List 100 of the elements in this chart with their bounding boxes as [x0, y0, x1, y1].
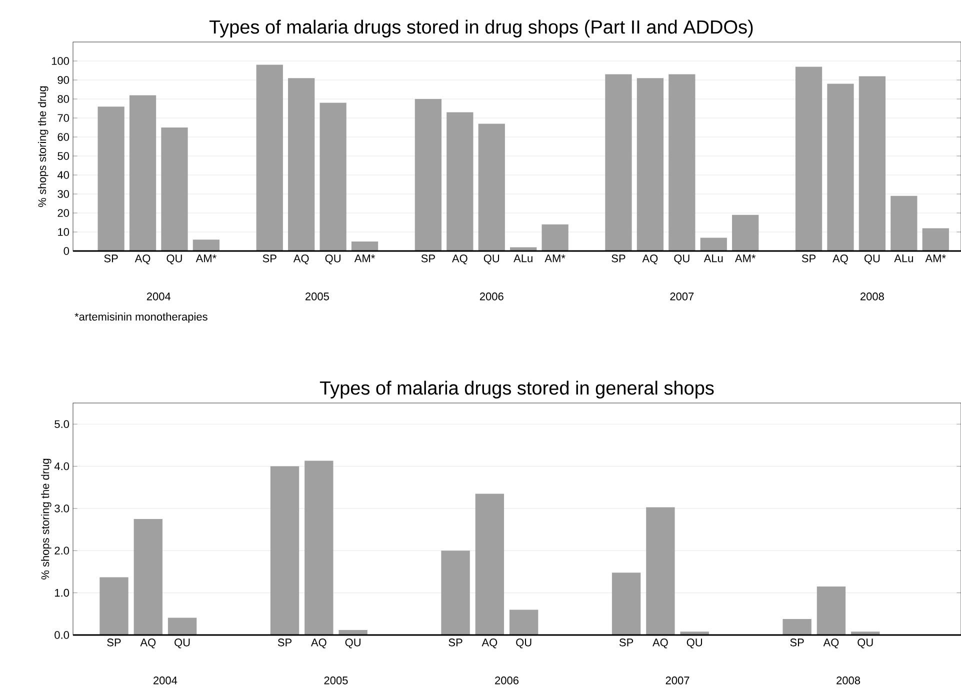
bar: [446, 112, 474, 251]
y-tick-label: 100: [52, 57, 70, 65]
x-tick-label: ALu: [894, 254, 913, 262]
chart-title: Types of malaria drugs stored in general shops: [320, 380, 714, 398]
bar: [827, 84, 854, 251]
x-tick-label: SP: [107, 638, 121, 646]
y-tick-label: 30: [58, 190, 70, 198]
x-tick-label: AQ: [134, 254, 150, 264]
y-tick-label: 90: [58, 76, 70, 84]
text: 2008: [860, 292, 884, 300]
x-tick-label: AQ: [310, 638, 326, 648]
bar: [288, 78, 315, 251]
x-tick-label: QU: [166, 254, 182, 264]
bar: [441, 550, 470, 635]
y-tick-label: 80: [58, 95, 70, 103]
bar: [320, 102, 346, 251]
x-tick-label: SP: [790, 638, 804, 646]
bar: [98, 106, 124, 251]
bar: [129, 95, 156, 251]
text: *artemisinin monotherapies: [74, 312, 208, 323]
text: 2006: [495, 676, 518, 684]
x-tick-label: SP: [448, 638, 462, 646]
y-tick-label: 4.0: [54, 462, 70, 470]
y-tick-label: 0.0: [54, 631, 70, 639]
bar: [542, 224, 568, 251]
y-tick-label: 50: [58, 152, 70, 160]
bar: [612, 572, 641, 635]
bar: [782, 618, 812, 635]
bar: [509, 610, 538, 635]
bar: [795, 66, 822, 251]
x-tick-label: QU: [484, 254, 500, 264]
bar: [478, 124, 505, 251]
x-tick-label: SP: [421, 254, 435, 262]
y-tick-label: 60: [58, 133, 70, 141]
bar: [475, 494, 504, 635]
x-tick-label: QU: [864, 254, 880, 264]
x-tick-label: SP: [262, 254, 276, 262]
bar: [605, 74, 632, 251]
x-tick-label: QU: [325, 254, 340, 264]
bar: [161, 127, 188, 251]
y-axis-title: % shops storing the drug: [38, 86, 48, 207]
bar: [256, 64, 283, 251]
y-tick-label: 70: [58, 114, 70, 122]
x-tick-label: AQ: [452, 254, 468, 264]
text: 2006: [480, 292, 504, 300]
bar: [668, 74, 696, 251]
y-tick-label: 1.0: [55, 588, 70, 597]
bar: [858, 76, 886, 251]
bar: [636, 78, 664, 251]
bar: [700, 238, 727, 251]
bar: [414, 98, 442, 251]
x-tick-label: SP: [802, 254, 816, 262]
bar: [304, 460, 334, 635]
x-tick-label: SP: [278, 638, 292, 646]
text: 2008: [836, 676, 860, 684]
y-axis-title: % shops storing the drug: [41, 458, 52, 580]
bar: [816, 586, 846, 635]
x-tick-label: AQ: [823, 638, 839, 648]
x-tick-label: ALu: [704, 254, 723, 262]
text: 2007: [666, 676, 690, 684]
x-tick-label: AQ: [293, 254, 309, 264]
y-tick-label: 3.0: [54, 504, 70, 512]
text: 2004: [146, 292, 171, 300]
x-tick-label: AM*: [544, 254, 566, 262]
x-tick-label: QU: [174, 638, 190, 648]
x-tick-label: QU: [516, 638, 532, 648]
text: 2005: [324, 676, 348, 684]
y-tick-label: 40: [57, 171, 70, 179]
chart-title: Types of malaria drugs stored in drug shops (Part II and ADDOs): [209, 20, 753, 38]
y-tick-label: 0: [64, 247, 70, 255]
x-tick-label: QU: [686, 638, 702, 648]
y-tick-label: 20: [58, 209, 70, 217]
x-tick-label: AQ: [832, 254, 848, 264]
bar: [922, 228, 949, 251]
x-tick-label: AQ: [642, 254, 658, 264]
x-tick-label: QU: [345, 638, 360, 648]
x-tick-label: QU: [858, 638, 873, 648]
y-tick-label: 10: [58, 228, 70, 236]
bar: [270, 466, 300, 635]
x-tick-label: QU: [674, 254, 690, 264]
x-tick-label: ALu: [514, 254, 532, 262]
x-tick-label: AM*: [354, 254, 375, 262]
text: 2005: [306, 292, 329, 300]
bar: [646, 507, 675, 635]
bar: [890, 196, 918, 251]
x-tick-label: AM*: [196, 254, 216, 262]
text: 2007: [670, 292, 694, 300]
bar: [100, 577, 128, 635]
x-tick-label: AM*: [925, 254, 946, 262]
bar: [192, 240, 220, 251]
x-tick-label: SP: [619, 638, 634, 646]
x-tick-label: SP: [104, 254, 118, 262]
x-tick-label: AQ: [140, 638, 156, 648]
y-tick-label: 5.0: [54, 420, 70, 428]
bar: [168, 618, 197, 635]
bar: [732, 214, 759, 251]
y-tick-label: 2.0: [54, 546, 70, 555]
x-tick-label: AQ: [482, 638, 498, 648]
text: 2004: [154, 676, 178, 684]
x-tick-label: SP: [612, 254, 626, 262]
